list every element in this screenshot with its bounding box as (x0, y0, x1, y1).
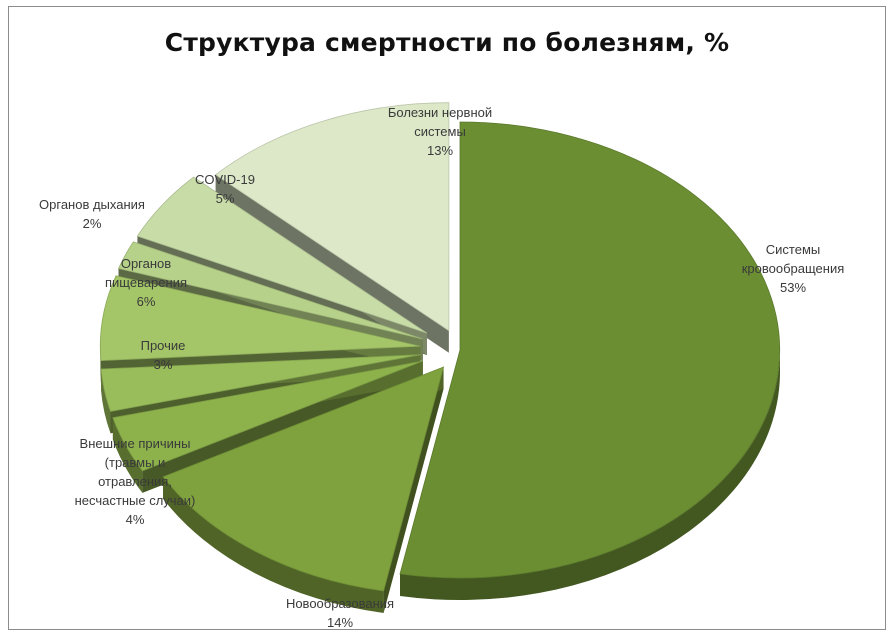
label-circulatory: Системы кровообращения 53% (718, 240, 868, 297)
label-name: Болезни нервной системы (387, 105, 493, 139)
pie-slice-rim (112, 417, 143, 493)
pie-slice-top (99, 275, 421, 362)
label-name: Системы кровообращения (741, 242, 845, 276)
label-value: 6% (136, 294, 156, 309)
pie-slice-top (399, 121, 781, 579)
pie-slice-top (117, 241, 423, 340)
label-value: 3% (153, 357, 173, 372)
label-name: Прочие (140, 338, 186, 353)
label-neoplasms: Новообразования 14% (240, 594, 440, 632)
label-name: Органов дыхания (39, 197, 145, 212)
label-value: 5% (215, 191, 235, 206)
pie-slice-top (136, 176, 428, 334)
label-nervous: Болезни нервной системы 13% (355, 103, 525, 160)
pie-slice-top (112, 360, 423, 472)
pie-slices (99, 102, 781, 613)
pie-slice-rim (101, 369, 111, 434)
label-name: Органов пищеварения (104, 256, 187, 290)
pie-slice (162, 366, 445, 613)
chart-title: Структура смертности по болезням, % (164, 28, 730, 57)
pie-slice (399, 121, 781, 601)
pie-slice-rim (163, 476, 384, 613)
label-respiratory: Органов дыхания 2% (12, 195, 172, 233)
label-value: 13% (426, 143, 454, 158)
pie-slice-top (162, 366, 445, 592)
label-name: COVID-19 (195, 172, 255, 187)
pie-slice-top (100, 354, 421, 412)
label-name: Внешние причины (травмы и отравления, несча… (74, 436, 196, 508)
label-value: 53% (779, 280, 807, 295)
label-covid: COVID-19 5% (180, 170, 270, 208)
pie-slice (214, 102, 450, 353)
label-name: Новообразования (285, 596, 395, 611)
pie-slice-wall (383, 366, 444, 613)
pie-slice-wall (215, 174, 449, 353)
label-value: 2% (82, 216, 102, 231)
label-value: 4% (125, 512, 145, 527)
label-digestive: Органов пищеварения 6% (86, 254, 206, 311)
label-external: Внешние причины (травмы и отравления, несча… (40, 434, 230, 529)
pie-slice-top (214, 102, 450, 332)
label-value: 14% (326, 615, 354, 630)
label-other: Прочие 3% (118, 336, 208, 374)
